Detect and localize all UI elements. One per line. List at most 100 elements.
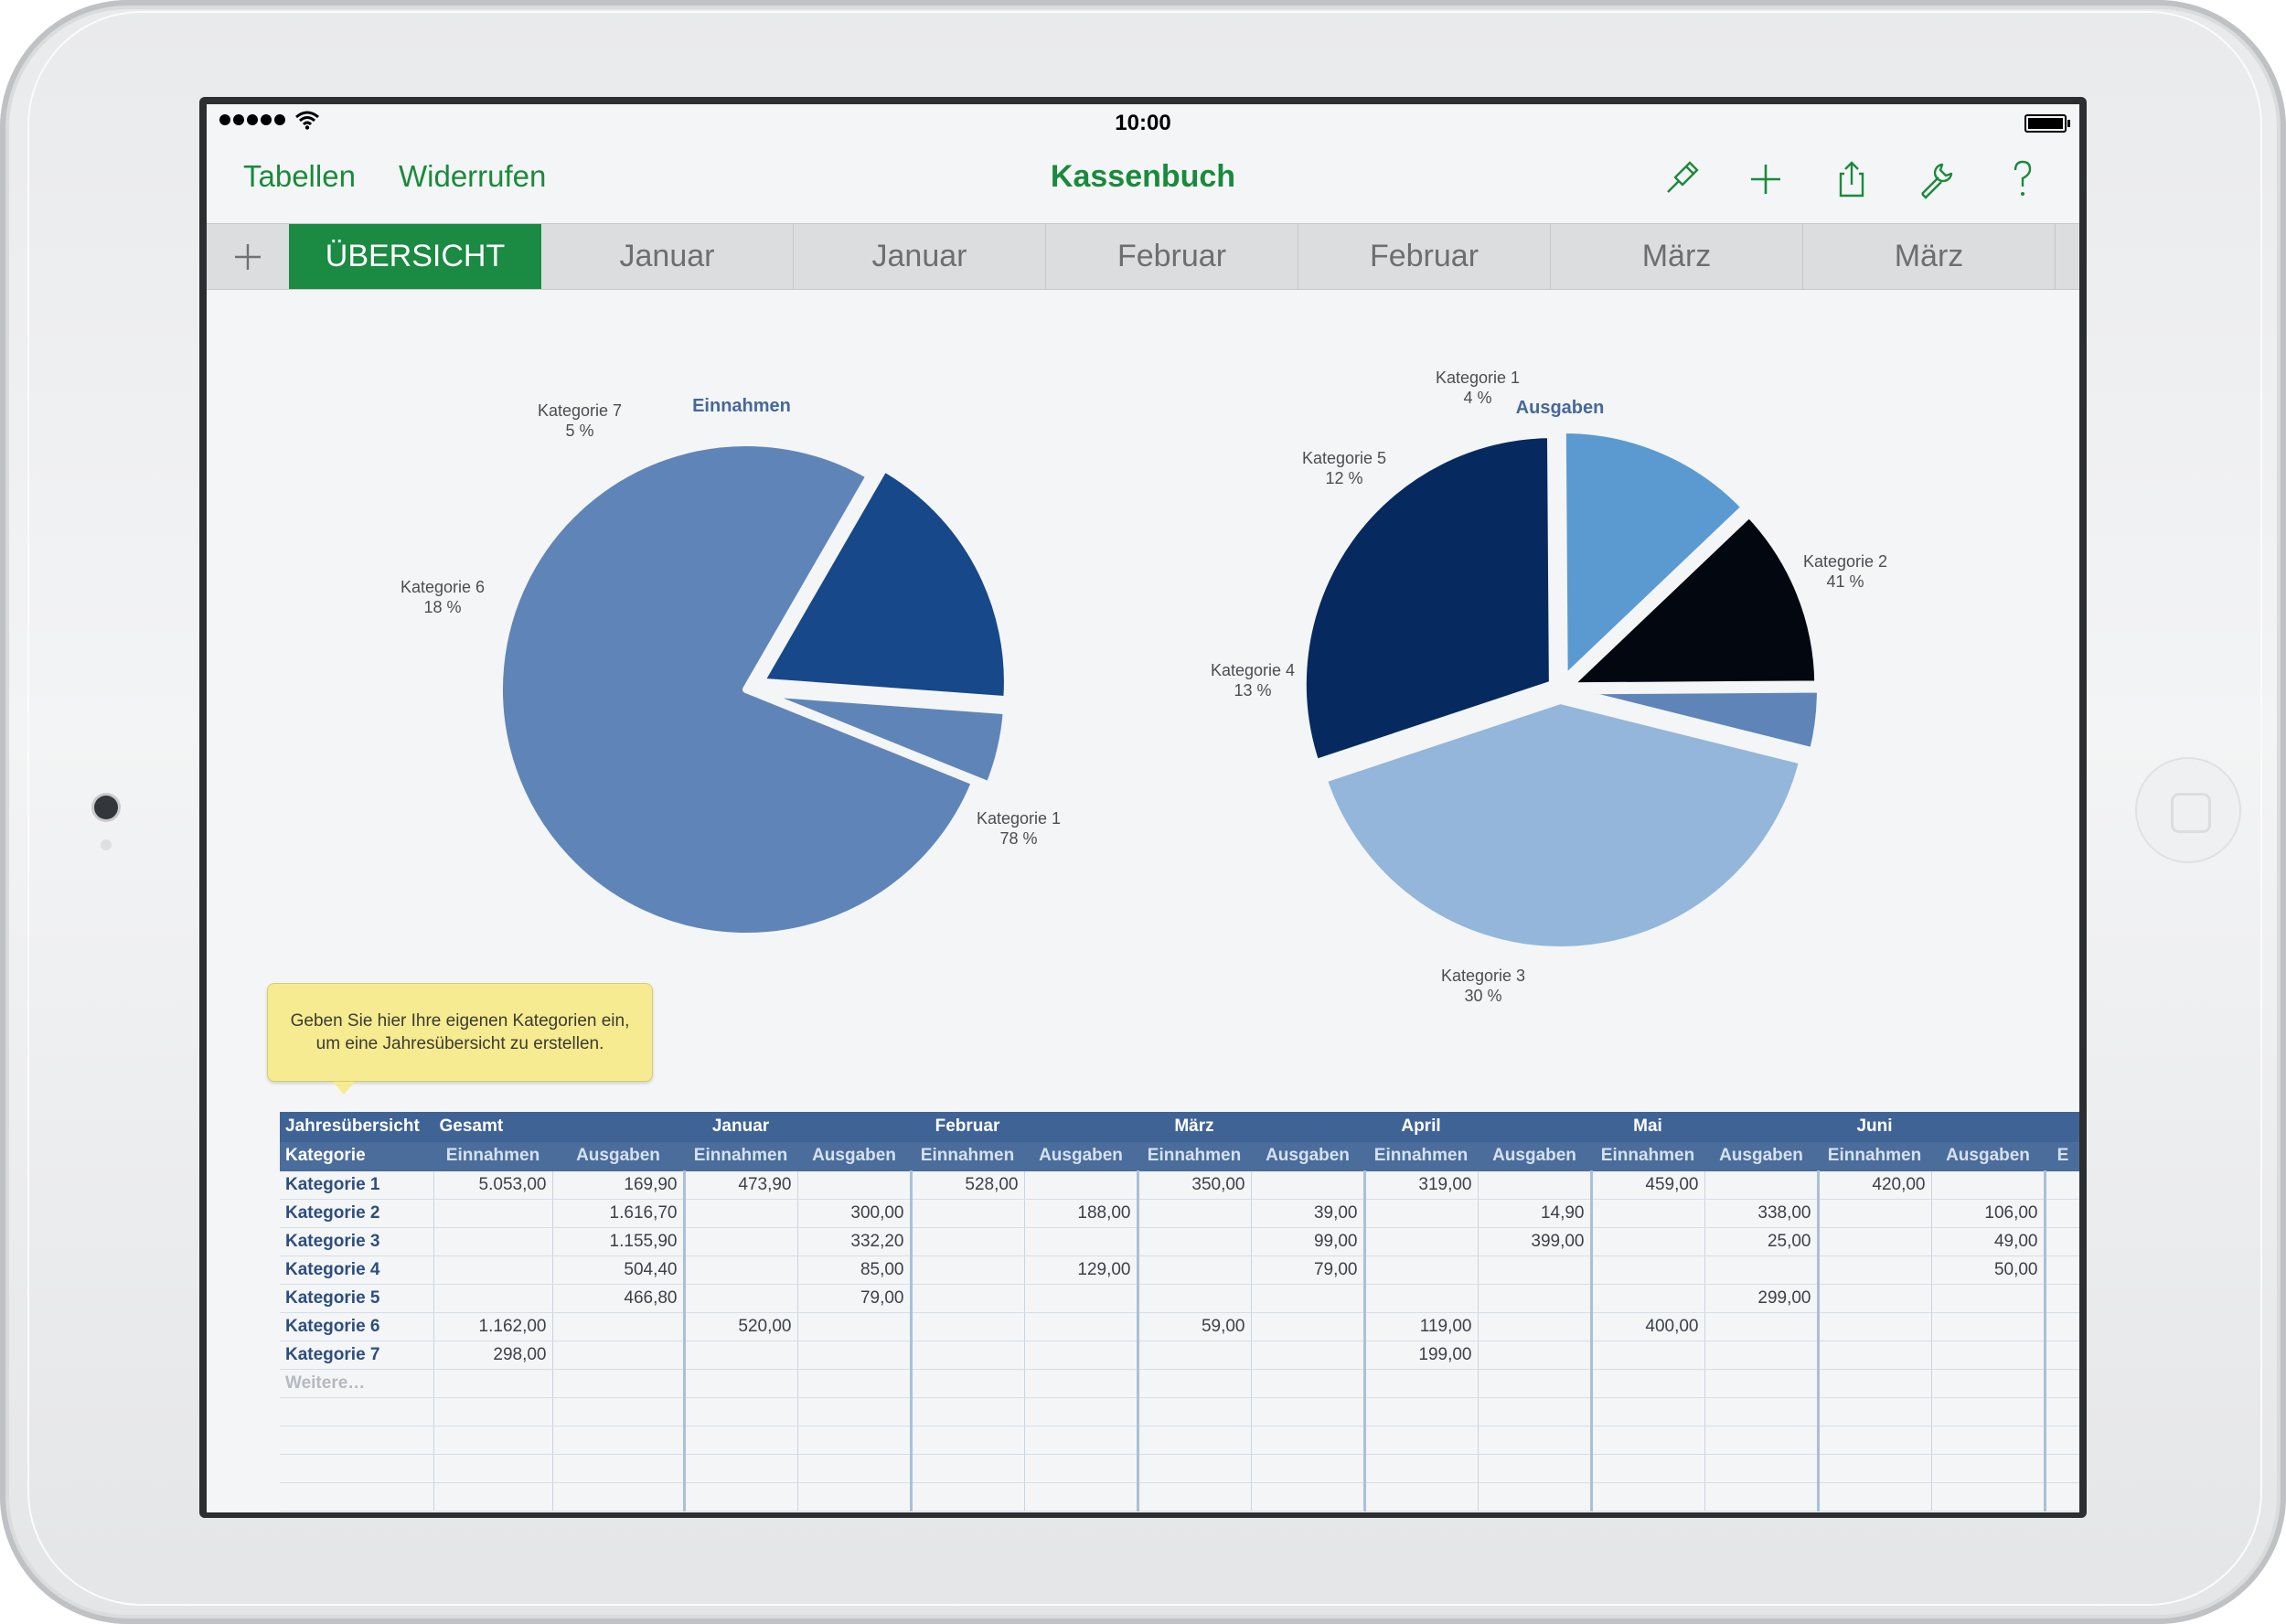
value-cell[interactable] — [1138, 1369, 1252, 1398]
value-cell[interactable] — [1704, 1369, 1820, 1398]
value-cell[interactable] — [1138, 1341, 1252, 1370]
value-cell[interactable]: 79,00 — [797, 1284, 913, 1313]
value-cell[interactable] — [433, 1284, 553, 1313]
value-cell[interactable] — [911, 1482, 1025, 1512]
value-cell[interactable] — [1251, 1369, 1366, 1398]
plus-icon[interactable] — [1744, 157, 1788, 201]
value-cell[interactable]: 49,00 — [1931, 1227, 2046, 1256]
value-cell[interactable] — [1818, 1426, 1932, 1455]
value-cell[interactable]: 119,00 — [1364, 1312, 1479, 1341]
value-cell[interactable] — [552, 1426, 686, 1455]
value-cell[interactable] — [1704, 1341, 1820, 1370]
value-cell[interactable] — [1818, 1482, 1932, 1512]
value-cell[interactable] — [1704, 1397, 1820, 1426]
value-cell[interactable] — [911, 1369, 1025, 1398]
value-cell[interactable] — [1704, 1426, 1820, 1455]
value-cell[interactable] — [1931, 1170, 2046, 1200]
value-cell[interactable] — [1591, 1369, 1705, 1398]
help-icon[interactable] — [2001, 157, 2045, 201]
value-cell[interactable] — [1364, 1227, 1479, 1256]
value-cell[interactable] — [1138, 1426, 1252, 1455]
value-cell[interactable] — [1478, 1369, 1593, 1398]
value-cell[interactable]: 319,00 — [1364, 1170, 1479, 1200]
value-cell[interactable] — [2045, 1454, 2079, 1483]
value-cell[interactable] — [552, 1312, 686, 1341]
value-cell[interactable] — [552, 1369, 686, 1398]
value-cell[interactable] — [1364, 1255, 1479, 1285]
value-cell[interactable] — [433, 1369, 553, 1398]
category-cell[interactable] — [280, 1397, 434, 1426]
value-cell[interactable] — [1818, 1454, 1932, 1483]
spreadsheets-back-button[interactable]: Tabellen — [243, 159, 356, 193]
value-cell[interactable] — [1364, 1199, 1479, 1228]
value-cell[interactable] — [1818, 1312, 1932, 1341]
value-cell[interactable] — [1024, 1227, 1139, 1256]
value-cell[interactable] — [433, 1426, 553, 1455]
tab-maerz-1[interactable]: März — [1551, 224, 1803, 289]
undo-button[interactable]: Widerrufen — [399, 159, 547, 193]
value-cell[interactable] — [1364, 1454, 1479, 1483]
value-cell[interactable] — [797, 1369, 913, 1398]
category-cell[interactable]: Weitere… — [280, 1369, 434, 1398]
value-cell[interactable] — [1138, 1255, 1252, 1285]
value-cell[interactable]: 399,00 — [1478, 1227, 1593, 1256]
tab-februar-2[interactable]: Februar — [1298, 224, 1551, 289]
value-cell[interactable] — [1931, 1341, 2046, 1370]
value-cell[interactable] — [797, 1426, 913, 1455]
value-cell[interactable] — [1818, 1369, 1932, 1398]
value-cell[interactable] — [684, 1255, 798, 1285]
value-cell[interactable]: 420,00 — [1818, 1170, 1932, 1200]
pie-slice-kategorie-1[interactable] — [496, 439, 979, 940]
value-cell[interactable] — [1364, 1426, 1479, 1455]
value-cell[interactable] — [2045, 1341, 2079, 1370]
share-icon[interactable] — [1830, 157, 1874, 201]
value-cell[interactable] — [1591, 1341, 1705, 1370]
value-cell[interactable]: 1.162,00 — [433, 1312, 553, 1341]
value-cell[interactable] — [1818, 1341, 1932, 1370]
value-cell[interactable] — [1138, 1227, 1252, 1256]
value-cell[interactable]: 299,00 — [1704, 1284, 1820, 1313]
value-cell[interactable] — [1591, 1227, 1705, 1256]
value-cell[interactable] — [1704, 1482, 1820, 1512]
value-cell[interactable]: 129,00 — [1024, 1255, 1139, 1285]
value-cell[interactable] — [1931, 1284, 2046, 1313]
value-cell[interactable] — [1024, 1426, 1139, 1455]
value-cell[interactable] — [433, 1454, 553, 1483]
value-cell[interactable] — [1138, 1482, 1252, 1512]
value-cell[interactable] — [684, 1369, 798, 1398]
value-cell[interactable] — [797, 1312, 913, 1341]
value-cell[interactable] — [2045, 1255, 2079, 1285]
value-cell[interactable] — [911, 1199, 1025, 1228]
value-cell[interactable] — [1024, 1482, 1139, 1512]
category-cell[interactable] — [280, 1482, 434, 1512]
value-cell[interactable]: 25,00 — [1704, 1227, 1820, 1256]
value-cell[interactable]: 79,00 — [1251, 1255, 1366, 1285]
value-cell[interactable] — [2045, 1312, 2079, 1341]
value-cell[interactable] — [684, 1454, 798, 1483]
value-cell[interactable] — [2045, 1426, 2079, 1455]
category-cell[interactable] — [280, 1454, 434, 1483]
wrench-icon[interactable] — [1915, 157, 1959, 201]
value-cell[interactable]: 528,00 — [911, 1170, 1025, 1200]
value-cell[interactable] — [1478, 1170, 1593, 1200]
value-cell[interactable]: 188,00 — [1024, 1199, 1139, 1228]
pie-slice-kategorie-1[interactable] — [1566, 685, 1824, 755]
value-cell[interactable] — [1931, 1426, 2046, 1455]
value-cell[interactable] — [911, 1454, 1025, 1483]
value-cell[interactable]: 473,90 — [684, 1170, 798, 1200]
value-cell[interactable] — [911, 1341, 1025, 1370]
value-cell[interactable] — [1704, 1454, 1820, 1483]
category-cell[interactable]: Kategorie 7 — [280, 1341, 434, 1370]
value-cell[interactable] — [1024, 1397, 1139, 1426]
tab-februar-1[interactable]: Februar — [1046, 224, 1298, 289]
value-cell[interactable]: 350,00 — [1138, 1170, 1252, 1200]
pie-slice-kategorie-3[interactable] — [1298, 431, 1556, 767]
value-cell[interactable] — [1478, 1454, 1593, 1483]
value-cell[interactable]: 520,00 — [684, 1312, 798, 1341]
value-cell[interactable] — [1251, 1426, 1366, 1455]
value-cell[interactable] — [1931, 1369, 2046, 1398]
value-cell[interactable] — [2045, 1369, 2079, 1398]
value-cell[interactable] — [1024, 1369, 1139, 1398]
value-cell[interactable] — [911, 1227, 1025, 1256]
annual-summary-table[interactable]: Jahresübersicht Gesamt Januar Februar März Ap… — [280, 1112, 2079, 1512]
